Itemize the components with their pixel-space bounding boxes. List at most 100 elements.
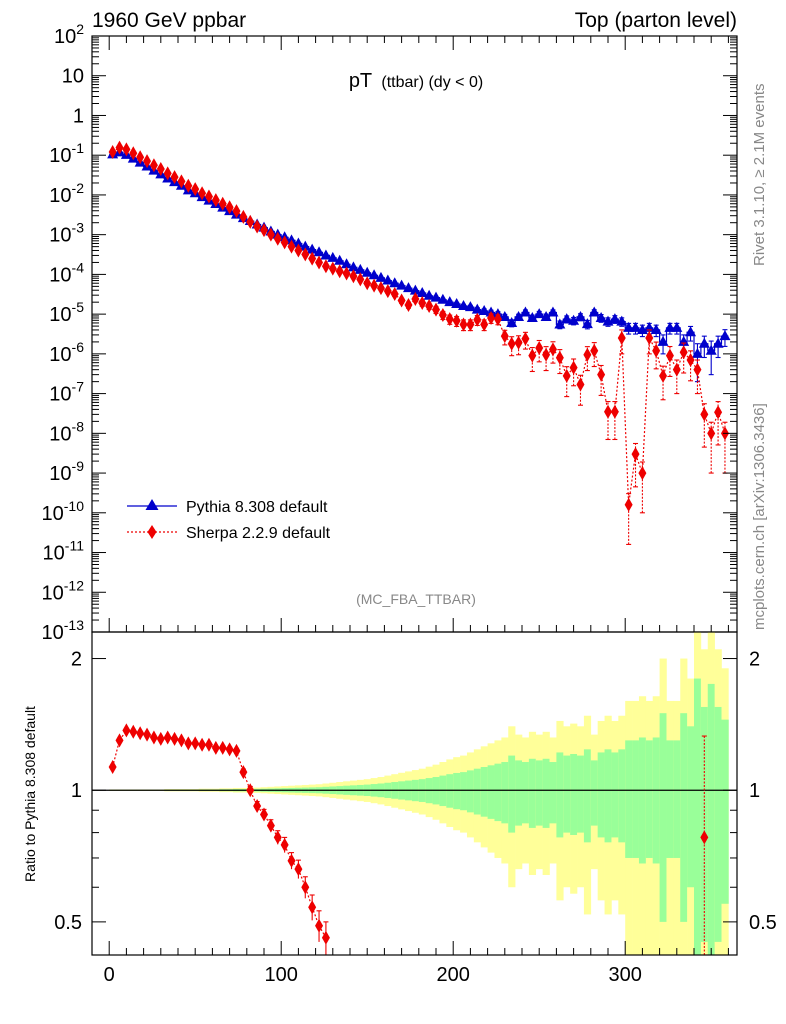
- sherpa-point: [232, 204, 241, 219]
- sherpa-point: [163, 166, 172, 181]
- sherpa-point: [170, 170, 179, 185]
- sherpa-point: [397, 293, 406, 308]
- sherpa-point: [218, 196, 227, 211]
- ratio-point: [149, 730, 158, 745]
- sherpa-point: [108, 145, 117, 160]
- pythia-point: [513, 310, 525, 321]
- ratio-point: [239, 765, 248, 780]
- pythia-series: [107, 146, 731, 383]
- pythia-point: [499, 310, 511, 321]
- ratio-point: [204, 737, 213, 752]
- header-left: 1960 GeV ppbar: [92, 9, 246, 32]
- pythia-point: [719, 330, 731, 341]
- sherpa-point: [356, 272, 365, 287]
- sherpa-point: [480, 317, 489, 332]
- ratio-point: [184, 736, 193, 751]
- band-inner: [549, 762, 557, 824]
- band-inner: [522, 762, 530, 824]
- sherpa-point: [432, 302, 440, 317]
- ratio-point: [143, 727, 152, 742]
- ratio-point: [108, 759, 117, 774]
- pythia-point: [423, 289, 435, 300]
- ratio-sherpa-series: [108, 723, 709, 955]
- pythia-point: [382, 274, 394, 285]
- sherpa-point: [590, 343, 599, 358]
- pythia-point: [609, 313, 621, 324]
- sherpa-point: [583, 347, 592, 362]
- pythia-point: [451, 297, 463, 308]
- sherpa-point: [597, 367, 606, 382]
- pythia-point: [588, 306, 600, 317]
- x-tick-label: 100: [265, 964, 298, 986]
- ratio-point: [700, 830, 709, 845]
- ratio-ylabel: Ratio to Pythia 8.308 default: [22, 706, 38, 882]
- y-tick-label: 10-2: [49, 180, 84, 207]
- sherpa-point: [562, 368, 571, 383]
- sherpa-point: [514, 335, 523, 350]
- sherpa-point: [707, 426, 716, 441]
- sherpa-point: [576, 377, 585, 392]
- main-panel: 10-1310-1210-1110-1010-910-810-710-610-5…: [42, 21, 738, 644]
- sherpa-point: [638, 466, 647, 481]
- sherpa-point: [342, 266, 351, 281]
- sherpa-point: [143, 154, 152, 169]
- y-tick-label: 10-4: [49, 259, 84, 286]
- ratio-point: [191, 736, 200, 751]
- y-tick-label: 10-11: [43, 538, 85, 565]
- sherpa-point: [266, 227, 275, 242]
- ratio-line: [112, 729, 327, 938]
- sherpa-point: [184, 178, 193, 193]
- ratio-point: [253, 799, 262, 814]
- sherpa-point: [363, 276, 372, 291]
- sherpa-point: [700, 407, 709, 422]
- sherpa-point: [459, 317, 468, 332]
- sherpa-point: [198, 186, 207, 201]
- sherpa-point: [404, 297, 413, 312]
- sherpa-point: [521, 331, 530, 346]
- band-inner: [577, 755, 585, 833]
- x-tick-label: 0: [104, 964, 115, 986]
- band-inner: [487, 765, 495, 819]
- pythia-point: [389, 277, 401, 288]
- watermark: (MC_FBA_TTBAR): [356, 591, 476, 607]
- band-inner: [528, 758, 537, 828]
- sherpa-point: [280, 235, 289, 250]
- ratio-y-tick-label-right: 0.5: [749, 912, 777, 934]
- band-inner: [680, 713, 688, 922]
- ratio-panel-frame: [91, 631, 738, 956]
- sherpa-point: [548, 342, 557, 357]
- ratio-point: [163, 730, 172, 745]
- y-tick-label: 1: [73, 105, 84, 127]
- plot-title-main: pT: [349, 70, 372, 92]
- sherpa-point: [604, 404, 612, 419]
- ratio-point: [246, 783, 255, 798]
- band-inner: [687, 726, 695, 888]
- legend: Pythia 8.308 default Sherpa 2.2.9 defaul…: [127, 499, 331, 542]
- band-inner: [604, 749, 612, 843]
- y-tick-label: 10-8: [49, 418, 84, 445]
- pythia-point: [320, 249, 332, 260]
- pythia-point: [306, 243, 318, 254]
- sherpa-point: [239, 209, 248, 224]
- pythia-point: [416, 287, 428, 298]
- ratio-y-tick-label: 0.5: [54, 912, 82, 934]
- band-inner: [618, 749, 626, 843]
- y-tick-label: 10-3: [49, 220, 84, 247]
- pythia-point: [334, 254, 346, 265]
- main-panel-frame: [91, 35, 738, 633]
- sherpa-point: [672, 362, 681, 377]
- pythia-point: [630, 321, 642, 332]
- pythia-point: [375, 271, 387, 282]
- sherpa-point: [294, 243, 303, 258]
- band-inner: [473, 768, 482, 815]
- band-inner: [453, 772, 461, 810]
- sherpa-point: [466, 317, 475, 332]
- band-inner: [446, 774, 454, 808]
- pythia-point: [540, 310, 552, 321]
- band-inner: [632, 740, 640, 858]
- sherpa-point: [136, 150, 145, 165]
- sherpa-point: [569, 360, 578, 375]
- band-inner: [625, 740, 633, 858]
- pythia-point: [595, 311, 607, 322]
- sherpa-point: [383, 284, 392, 299]
